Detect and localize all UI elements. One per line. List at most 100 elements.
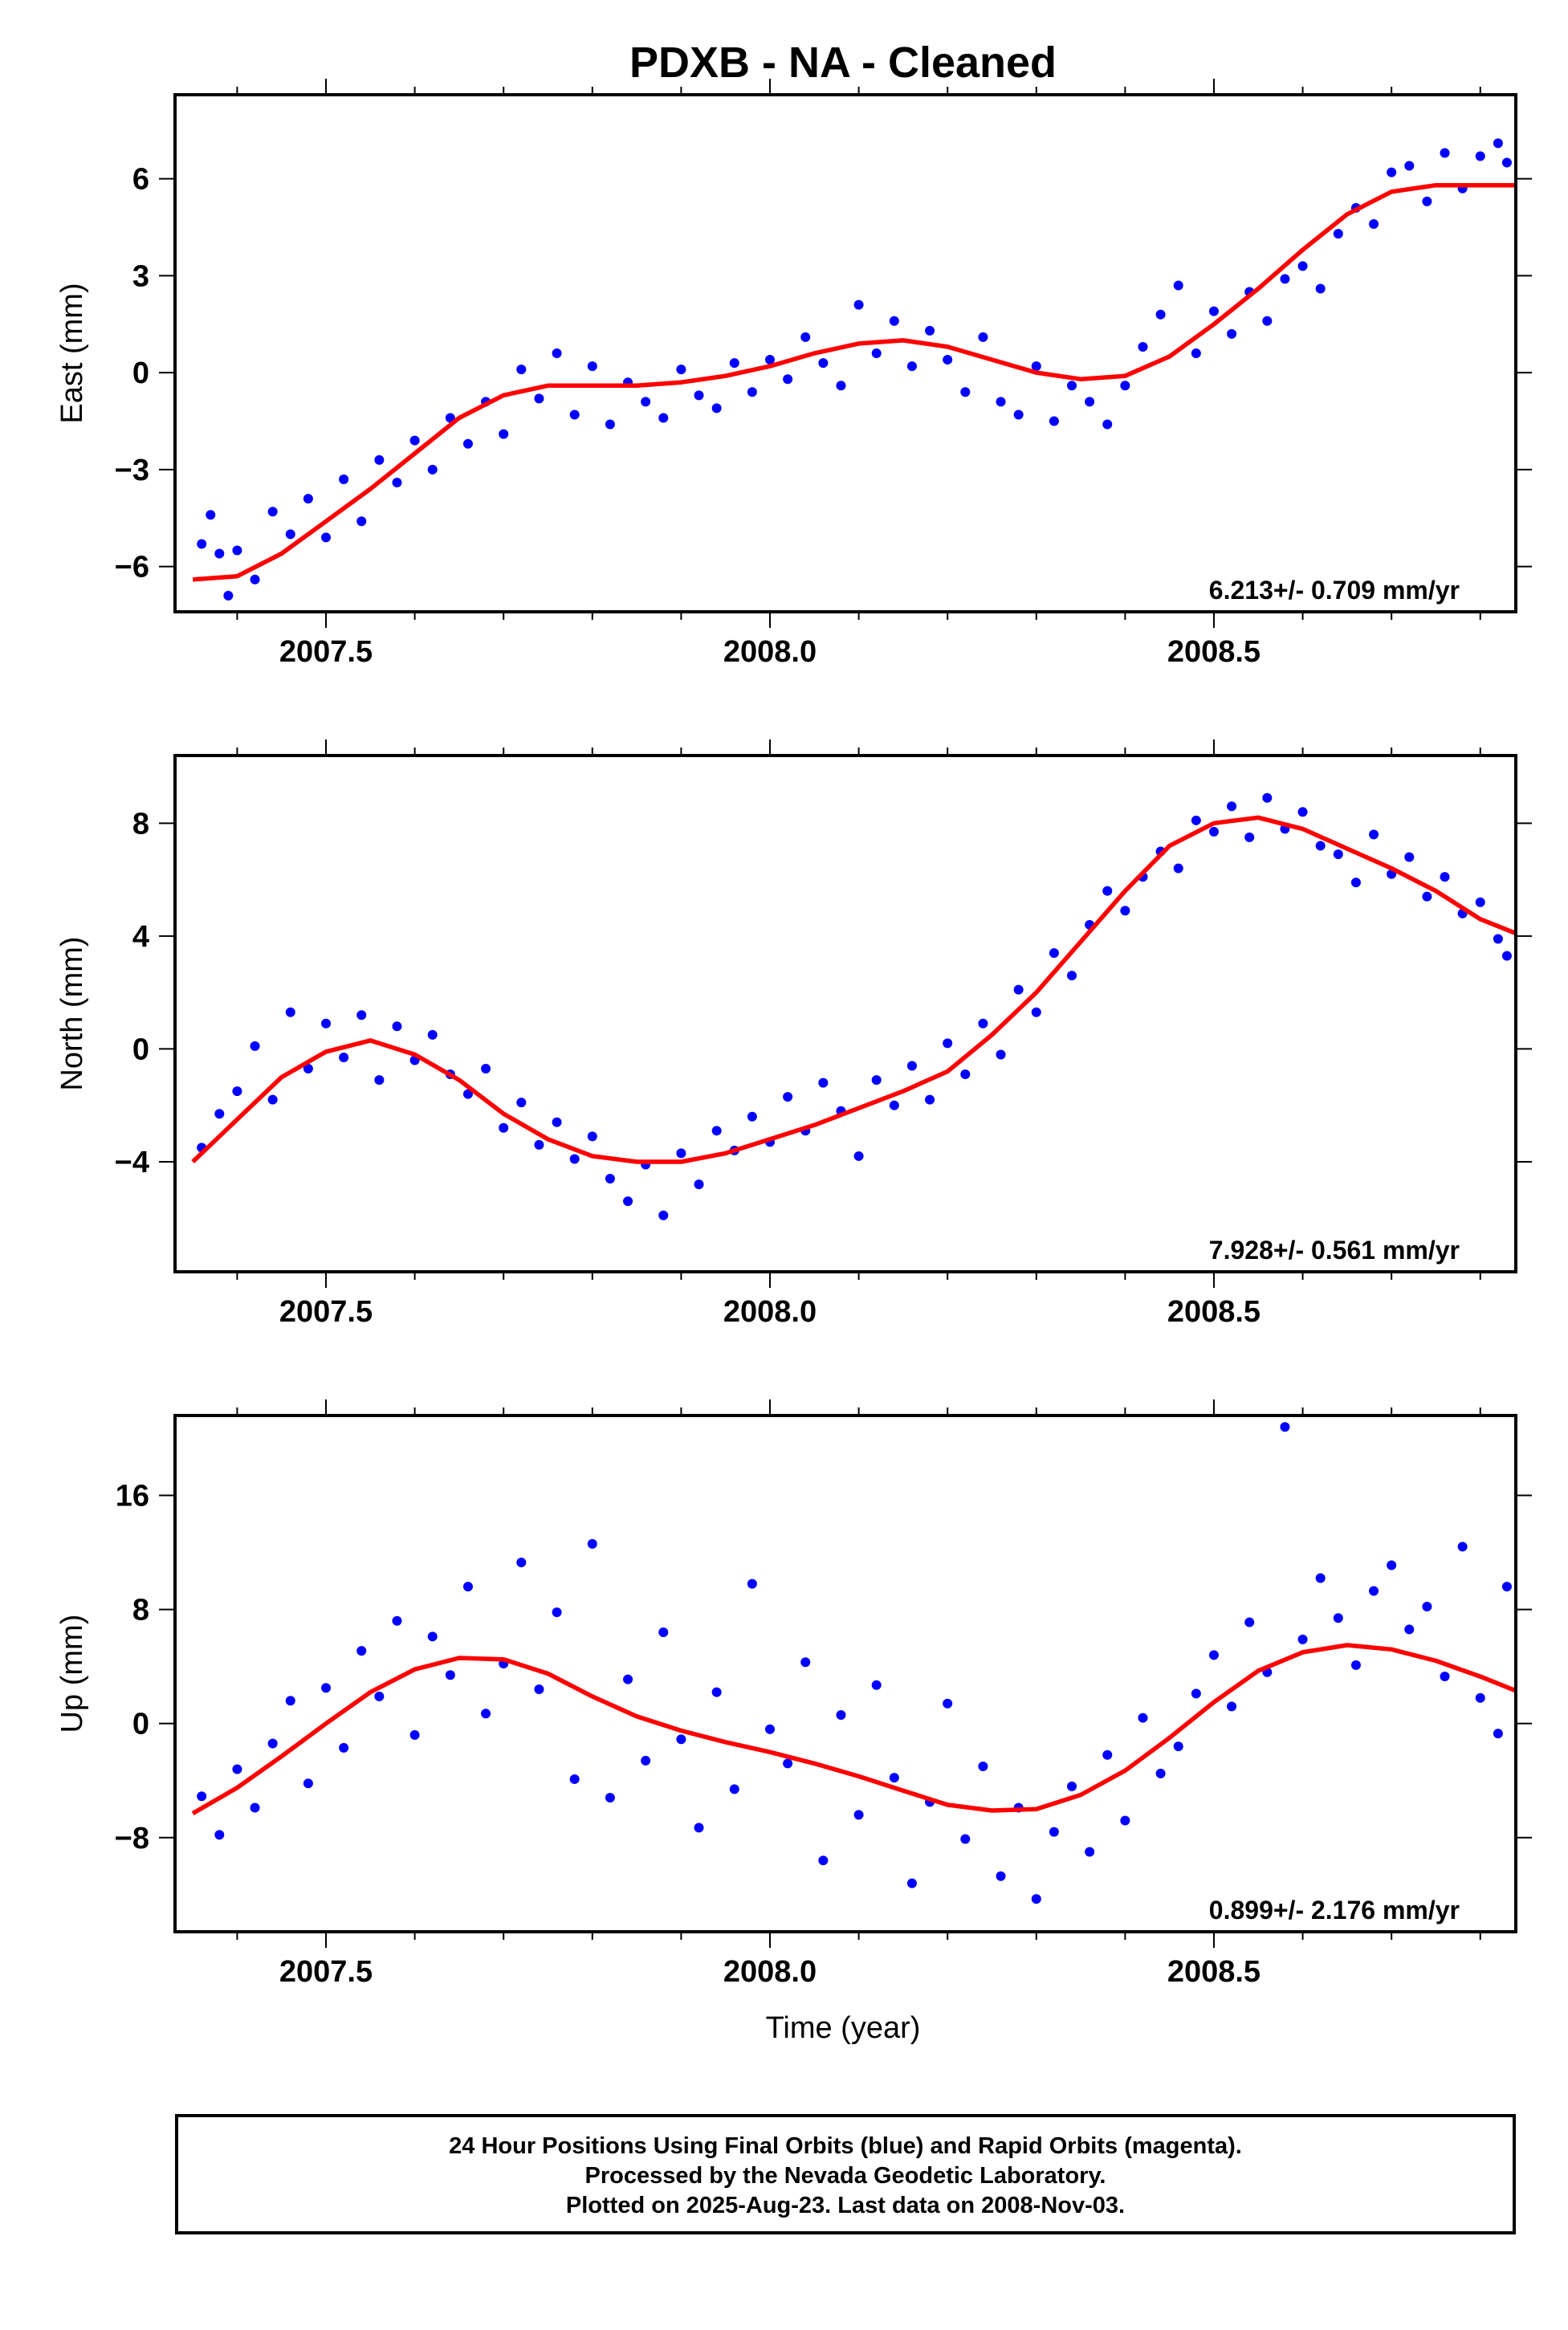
data-point <box>552 1607 562 1618</box>
data-point <box>871 1075 882 1086</box>
x-tick-label: 2008.5 <box>1167 635 1261 669</box>
footer-line-3: Plotted on 2025-Aug-23. Last data on 200… <box>565 2193 1126 2218</box>
data-point <box>1173 863 1183 874</box>
data-point <box>569 1774 580 1784</box>
y-tick-label: 4 <box>132 920 149 954</box>
data-point <box>1297 807 1308 817</box>
data-point <box>836 381 846 391</box>
data-point <box>925 325 935 336</box>
data-point <box>1227 801 1237 812</box>
data-point <box>427 1631 438 1642</box>
data-point <box>711 403 722 413</box>
x-tick-label: 2008.0 <box>723 1295 817 1329</box>
y-axis-label: East (mm) <box>55 283 89 423</box>
data-point <box>462 1089 473 1099</box>
data-point <box>1501 157 1512 168</box>
y-tick-label: 0 <box>132 356 149 390</box>
data-point <box>641 1755 651 1766</box>
east-panel: 2007.5 2008.0 2008.5 −6 −3 0 3 6 East (mm) 6.213+… <box>55 79 1532 669</box>
data-point <box>1208 306 1219 316</box>
data-point <box>623 1674 633 1684</box>
data-point <box>392 1615 402 1626</box>
data-point <box>427 1029 438 1040</box>
rate-annotation: 7.928+/- 0.561 mm/yr <box>1209 1236 1460 1265</box>
data-point <box>214 548 225 559</box>
data-point <box>267 1094 278 1105</box>
data-point <box>462 1582 473 1592</box>
data-point <box>499 1122 509 1133</box>
x-tick-label: 2007.5 <box>279 1955 373 1989</box>
data-point <box>1475 897 1485 907</box>
data-point <box>729 358 739 369</box>
data-point <box>206 510 216 520</box>
data-point <box>534 1684 544 1695</box>
data-point <box>250 1802 260 1813</box>
data-point <box>1049 947 1059 958</box>
data-point <box>1404 852 1415 862</box>
data-point <box>853 1810 864 1820</box>
figure-title: PDXB - NA - Cleaned <box>629 39 1057 87</box>
data-point <box>747 1111 757 1122</box>
data-point <box>711 1687 722 1697</box>
data-point <box>1102 419 1113 430</box>
data-point <box>232 1764 242 1774</box>
data-point <box>445 1670 455 1680</box>
data-point <box>427 464 438 475</box>
data-point <box>339 1742 349 1753</box>
data-point <box>943 1698 953 1709</box>
data-point <box>1280 274 1290 284</box>
data-point <box>303 1064 313 1074</box>
y-tick-label: 8 <box>132 1594 149 1627</box>
data-point <box>978 332 988 342</box>
data-point <box>1227 328 1237 339</box>
data-point <box>232 545 242 556</box>
footer-line-1: 24 Hour Positions Using Final Orbits (bl… <box>449 2133 1242 2159</box>
data-point <box>392 478 402 487</box>
data-point <box>1067 381 1077 391</box>
data-point <box>534 1139 544 1150</box>
data-point <box>1297 1634 1308 1644</box>
data-point <box>641 397 651 407</box>
data-point <box>250 1041 260 1051</box>
data-point <box>1350 878 1361 888</box>
data-point <box>481 1064 491 1074</box>
data-point <box>1031 1007 1041 1017</box>
data-point <box>1013 409 1024 420</box>
data-point <box>250 574 260 585</box>
data-point <box>1297 261 1308 271</box>
data-point <box>1333 1613 1343 1623</box>
data-point <box>1120 381 1130 391</box>
data-point <box>1120 906 1130 916</box>
plot-frame <box>173 754 1517 1273</box>
data-point <box>1155 309 1166 320</box>
data-point <box>1173 280 1183 291</box>
data-point <box>658 1627 669 1637</box>
y-tick-label: 0 <box>132 1708 149 1741</box>
data-point <box>747 387 757 397</box>
data-point <box>534 393 544 404</box>
data-point <box>800 332 811 342</box>
data-point <box>587 1538 597 1549</box>
plot-frame <box>173 1414 1517 1933</box>
data-point <box>285 529 295 540</box>
data-point <box>676 1148 686 1159</box>
data-point <box>303 1778 313 1789</box>
data-point <box>1049 1827 1059 1837</box>
data-point <box>783 1758 793 1769</box>
data-point <box>996 1049 1006 1060</box>
data-point <box>729 1784 739 1794</box>
data-point <box>943 1038 953 1049</box>
data-point <box>1315 1573 1326 1583</box>
data-point <box>694 1823 704 1833</box>
y-tick-label: −3 <box>115 454 149 487</box>
data-point <box>321 1683 332 1693</box>
data-point <box>694 390 704 401</box>
data-point <box>818 1077 829 1088</box>
data-point <box>321 532 332 543</box>
data-point <box>960 387 971 397</box>
x-tick-label: 2007.5 <box>279 635 373 669</box>
rate-annotation: 0.899+/- 2.176 mm/yr <box>1209 1896 1460 1925</box>
data-point <box>569 1154 580 1164</box>
data-point <box>889 1773 899 1783</box>
